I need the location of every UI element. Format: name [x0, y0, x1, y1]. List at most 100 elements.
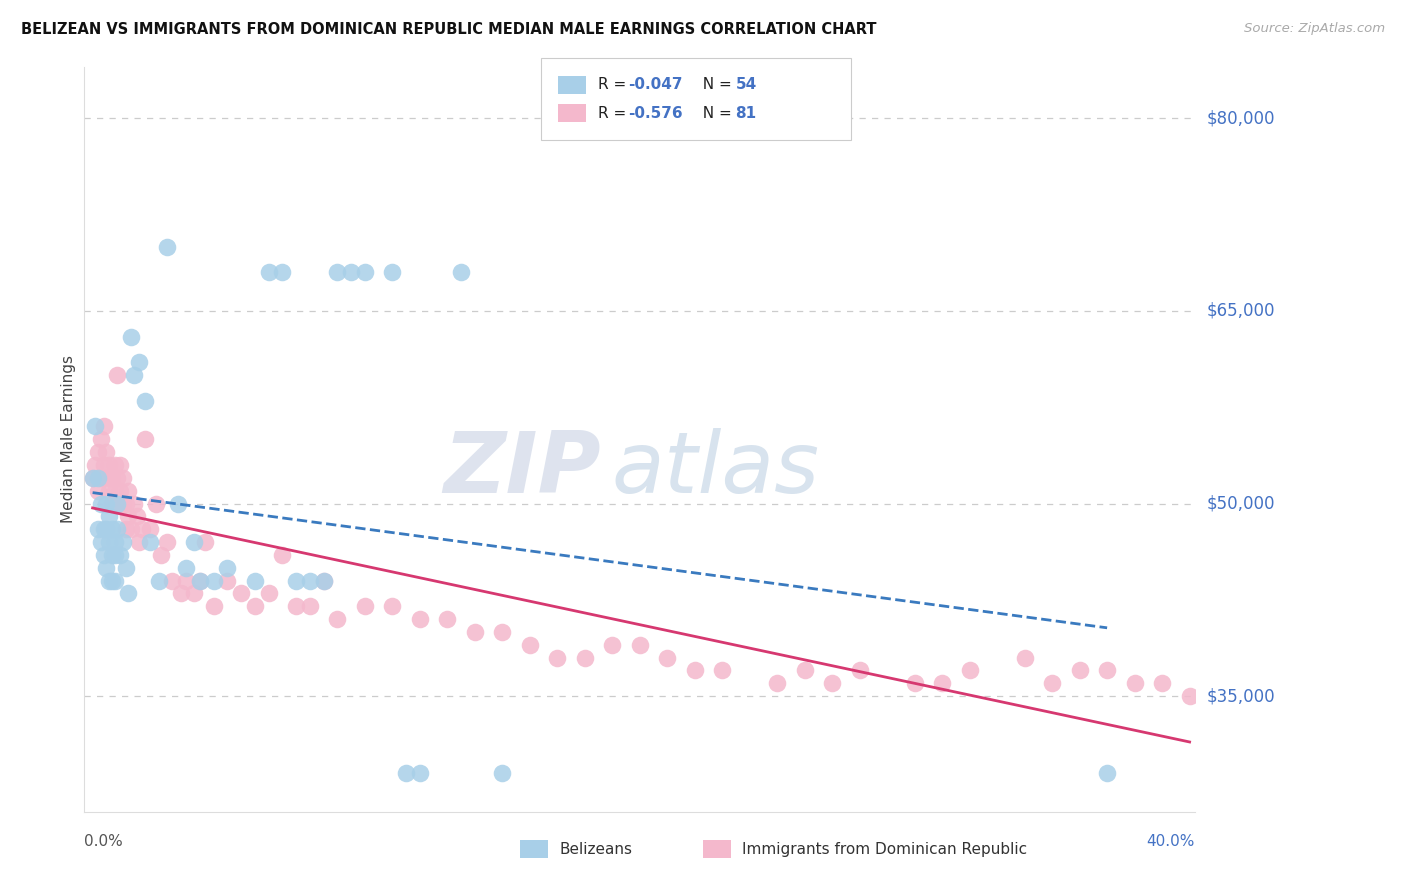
Point [105, 496, 128, 510]
Point [381, 599, 404, 614]
Point [104, 535, 127, 549]
Point [271, 265, 294, 279]
Point [156, 240, 179, 254]
Point [1123, 676, 1146, 690]
Point [904, 676, 927, 690]
Point [353, 265, 375, 279]
Point [122, 368, 145, 383]
Text: -0.047: -0.047 [628, 78, 683, 92]
Point [1095, 766, 1118, 780]
Point [243, 599, 266, 614]
Point [169, 586, 191, 600]
Text: BELIZEAN VS IMMIGRANTS FROM DOMINICAN REPUBLIC MEDIAN MALE EARNINGS CORRELATION : BELIZEAN VS IMMIGRANTS FROM DOMINICAN RE… [21, 22, 876, 37]
Point [353, 599, 375, 614]
Point [104, 458, 127, 472]
Point [125, 509, 148, 524]
Point [340, 265, 363, 279]
Point [93, 522, 115, 536]
Point [98, 509, 121, 524]
Point [793, 664, 815, 678]
Point [117, 509, 139, 524]
Point [90, 535, 112, 549]
Point [174, 574, 197, 588]
Text: N =: N = [693, 106, 737, 120]
Point [96, 471, 118, 485]
Point [114, 496, 136, 510]
Point [931, 676, 953, 690]
Text: $80,000: $80,000 [1206, 109, 1275, 128]
Point [1014, 650, 1036, 665]
Point [546, 650, 568, 665]
Point [117, 483, 139, 498]
Point [82, 471, 104, 485]
Point [381, 265, 404, 279]
Point [271, 548, 294, 562]
Point [128, 535, 150, 549]
Point [139, 535, 162, 549]
Text: $50,000: $50,000 [1206, 494, 1275, 513]
Point [174, 560, 197, 574]
Point [84, 458, 107, 472]
Point [1152, 676, 1174, 690]
Point [188, 574, 211, 588]
Y-axis label: Median Male Earnings: Median Male Earnings [60, 355, 76, 524]
Point [96, 560, 118, 574]
Point [139, 522, 162, 536]
Text: 81: 81 [735, 106, 756, 120]
Point [105, 496, 128, 510]
Point [90, 471, 112, 485]
Point [326, 612, 349, 626]
Point [298, 574, 321, 588]
Point [409, 612, 432, 626]
Point [628, 638, 651, 652]
Point [128, 355, 150, 369]
Point [217, 560, 239, 574]
Point [959, 664, 981, 678]
Point [93, 548, 115, 562]
Text: atlas: atlas [612, 427, 820, 510]
Point [98, 458, 121, 472]
Text: Source: ZipAtlas.com: Source: ZipAtlas.com [1244, 22, 1385, 36]
Point [285, 574, 308, 588]
Point [101, 471, 124, 485]
Point [108, 483, 131, 498]
Point [90, 433, 112, 447]
Point [96, 445, 118, 459]
Point [766, 676, 789, 690]
Point [120, 522, 142, 536]
Text: Immigrants from Dominican Republic: Immigrants from Dominican Republic [742, 842, 1028, 856]
Text: ZIP: ZIP [443, 427, 600, 510]
Point [114, 560, 136, 574]
Point [491, 624, 513, 639]
Text: $35,000: $35,000 [1206, 687, 1275, 706]
Point [257, 265, 280, 279]
Point [409, 766, 432, 780]
Point [87, 445, 110, 459]
Point [111, 471, 134, 485]
Point [217, 574, 239, 588]
Point [1069, 664, 1091, 678]
Point [101, 496, 124, 510]
Point [711, 664, 734, 678]
Point [134, 393, 156, 408]
Point [84, 419, 107, 434]
Point [162, 574, 184, 588]
Text: Belizeans: Belizeans [560, 842, 633, 856]
Point [312, 574, 335, 588]
Point [105, 471, 128, 485]
Point [519, 638, 541, 652]
Point [657, 650, 679, 665]
Point [491, 766, 513, 780]
Point [148, 574, 170, 588]
Point [243, 574, 266, 588]
Text: 0.0%: 0.0% [84, 834, 124, 849]
Point [93, 419, 115, 434]
Point [111, 496, 134, 510]
Point [436, 612, 458, 626]
Point [98, 535, 121, 549]
Point [96, 496, 118, 510]
Point [202, 599, 225, 614]
Text: $65,000: $65,000 [1206, 301, 1275, 320]
Point [93, 458, 115, 472]
Point [150, 548, 173, 562]
